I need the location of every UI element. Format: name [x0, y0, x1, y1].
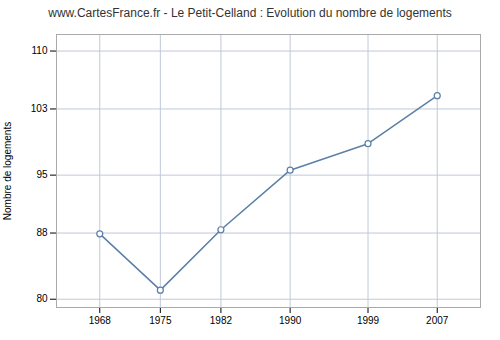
- svg-text:1975: 1975: [149, 315, 172, 326]
- svg-text:Nombre de logements: Nombre de logements: [2, 122, 13, 220]
- svg-text:1999: 1999: [357, 315, 380, 326]
- svg-text:95: 95: [36, 170, 48, 181]
- svg-text:103: 103: [31, 104, 48, 115]
- svg-text:1990: 1990: [279, 315, 302, 326]
- svg-text:1982: 1982: [210, 315, 233, 326]
- svg-text:88: 88: [36, 228, 48, 239]
- svg-text:110: 110: [32, 46, 48, 57]
- svg-text:2007: 2007: [426, 315, 449, 326]
- html-text:www.CartesFrance.fr - Le Petit: www.CartesFrance.fr - Le Petit-Celland :…: [48, 6, 452, 20]
- svg-text:1968: 1968: [89, 315, 112, 326]
- svg-text:80: 80: [36, 294, 48, 305]
